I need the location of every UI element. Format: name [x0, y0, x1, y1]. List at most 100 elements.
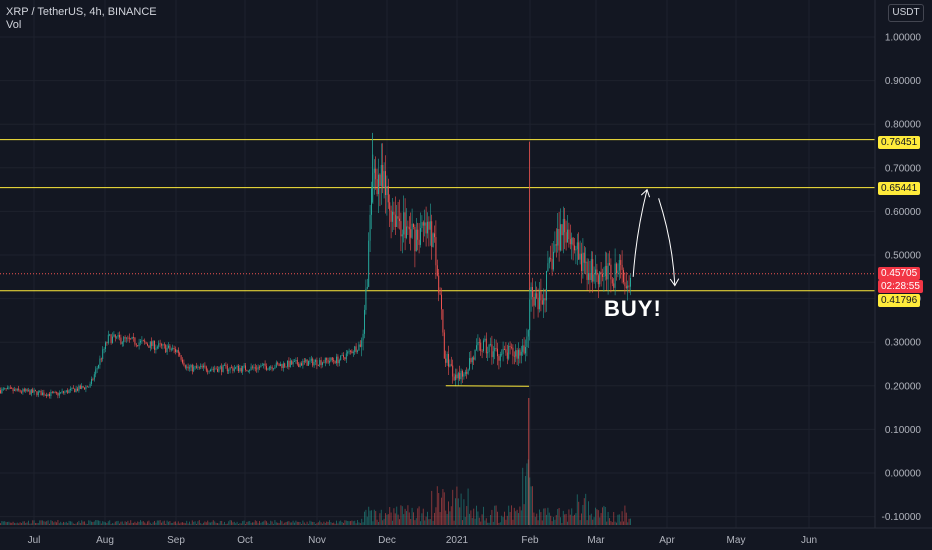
volume-bar	[191, 520, 193, 525]
candle-body	[270, 366, 272, 368]
volume-bar	[239, 523, 241, 525]
candle-body	[127, 337, 129, 339]
volume-bar	[453, 520, 455, 525]
candle-body	[166, 347, 168, 353]
volume-bar	[193, 521, 195, 525]
candle-body	[592, 259, 594, 282]
volume-bar	[407, 505, 409, 525]
volume-bar	[441, 497, 442, 525]
volume-bar	[168, 521, 169, 525]
volume-bar	[515, 511, 517, 525]
volume-bar	[505, 519, 507, 525]
candle-body	[260, 365, 262, 368]
volume-bar	[25, 522, 27, 525]
volume-bar	[522, 467, 524, 525]
volume-bar	[303, 522, 305, 525]
candle-body	[560, 224, 561, 251]
candle-body	[204, 365, 206, 367]
candle-body	[359, 344, 361, 347]
candle-body	[78, 385, 80, 391]
candle-body	[548, 258, 550, 264]
volume-bar	[495, 505, 497, 525]
volume-bar	[582, 504, 584, 525]
volume-bar	[558, 507, 560, 525]
volume-bar	[215, 522, 217, 525]
candle-body	[278, 363, 280, 367]
candle-body	[553, 251, 554, 270]
candle-body	[37, 391, 39, 396]
volume-bar	[268, 523, 270, 525]
candle-body	[413, 223, 414, 228]
volume-bar	[431, 490, 433, 525]
volume-bar	[329, 520, 330, 525]
volume-bar	[397, 514, 399, 525]
candle-body	[51, 391, 53, 393]
volume-bar	[599, 517, 601, 525]
volume-bar	[406, 511, 407, 525]
candle-body	[179, 353, 181, 356]
volume-bar	[474, 518, 476, 525]
candle-body	[467, 369, 469, 374]
volume-bar	[156, 520, 158, 525]
candle-body	[54, 392, 56, 394]
volume-bar	[571, 508, 573, 525]
volume-bar	[74, 523, 76, 525]
candle-body	[599, 271, 601, 285]
candle-body	[116, 336, 118, 338]
volume-bar	[378, 522, 379, 525]
volume-bar	[490, 514, 491, 525]
volume-bar	[165, 523, 167, 525]
volume-bar	[166, 520, 168, 525]
candle-body	[621, 264, 623, 270]
candle-body	[613, 283, 615, 288]
volume-bar	[12, 521, 14, 525]
candle-body	[518, 349, 519, 359]
volume-label[interactable]: Vol	[6, 19, 22, 31]
volume-bar	[567, 521, 568, 525]
volume-bar	[56, 522, 57, 525]
candle-body	[497, 348, 498, 357]
price-tick-label: 0.30000	[885, 338, 922, 349]
volume-bar	[565, 513, 567, 525]
candle-body	[128, 337, 130, 339]
volume-bar	[616, 522, 617, 525]
candle-body	[334, 361, 336, 364]
candle-body	[124, 337, 126, 339]
volume-bar	[607, 512, 609, 525]
volume-bar	[368, 506, 370, 525]
candle-body	[254, 367, 256, 369]
candle-body	[28, 390, 29, 392]
time-tick-label: Apr	[659, 535, 675, 546]
volume-bar	[120, 521, 122, 525]
candle-body	[348, 350, 350, 352]
volume-bar	[359, 523, 361, 525]
volume-bar	[53, 522, 55, 525]
candle-body	[190, 364, 192, 368]
symbol-title[interactable]: XRP / TetherUS, 4h, BINANCE	[6, 6, 157, 18]
volume-bar	[219, 520, 221, 525]
volume-bar	[333, 522, 335, 525]
volume-bar	[526, 463, 528, 525]
volume-bar	[578, 501, 580, 525]
candle-body	[89, 383, 91, 387]
volume-bar	[544, 508, 546, 525]
candle-body	[249, 370, 251, 372]
volume-bar	[625, 512, 627, 525]
candle-body	[308, 361, 309, 366]
volume-bar	[228, 521, 230, 525]
candle-body	[380, 165, 382, 186]
candle-body	[483, 340, 484, 352]
volume-bar	[134, 521, 136, 525]
currency-button[interactable]: USDT	[888, 4, 924, 22]
volume-bar	[312, 521, 314, 525]
volume-bar	[585, 493, 587, 525]
candle-countdown-timer: 02:28:55	[878, 280, 923, 293]
volume-bar	[203, 522, 204, 525]
candle-body	[470, 358, 472, 363]
candle-body	[222, 365, 224, 372]
candle-body	[364, 309, 365, 334]
volume-bar	[456, 486, 458, 525]
candle-body	[238, 365, 239, 372]
volume-bar	[480, 521, 482, 525]
